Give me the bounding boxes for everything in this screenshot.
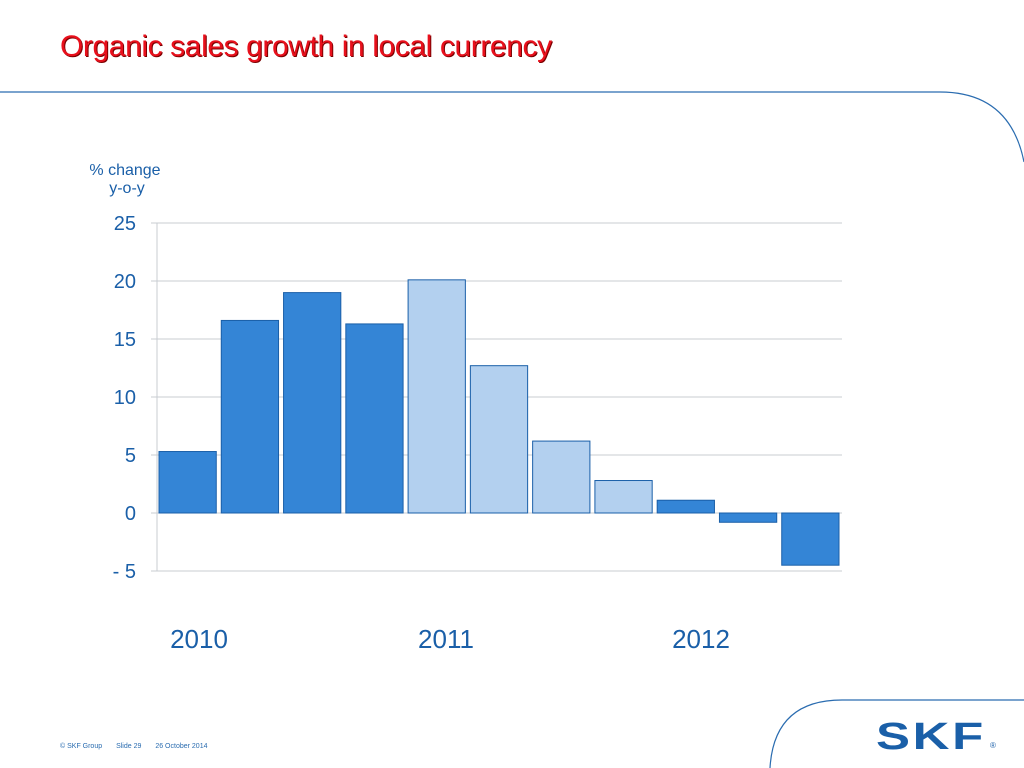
bar	[407, 279, 466, 514]
bar	[594, 480, 653, 514]
footer-slide-number: Slide 29	[116, 743, 142, 750]
registered-mark: ®	[990, 741, 996, 750]
slide-title: Organic sales growth in local currency	[60, 30, 552, 63]
footer-copyright: © SKF Group	[60, 743, 103, 750]
bar	[532, 440, 591, 514]
y-tick-label: 25	[114, 213, 136, 235]
bar	[158, 451, 217, 514]
bar	[656, 499, 715, 514]
bar	[718, 512, 778, 523]
y-tick-labels: 25 20 15 10 5 0 - 5	[113, 213, 136, 583]
bar	[345, 323, 404, 514]
y-tick-label: - 5	[113, 561, 136, 583]
y-tick-label: 20	[114, 271, 136, 293]
y-axis	[151, 222, 158, 572]
footer: © SKF Group Slide 29 26 October 2014	[60, 743, 219, 750]
header-curve-line	[0, 91, 1024, 163]
y-tick-label: 10	[114, 387, 136, 409]
y-tick-label: 0	[125, 503, 136, 525]
bars	[158, 279, 840, 566]
y-axis-title-line-2: y-o-y	[109, 180, 145, 197]
bar	[781, 512, 840, 566]
y-tick-label: 15	[114, 329, 136, 351]
year-label-2012: 2012	[672, 624, 730, 654]
footer-date: 26 October 2014	[155, 743, 208, 750]
footer-curve-line	[769, 699, 1024, 768]
year-label-2010: 2010	[170, 624, 228, 654]
bar	[283, 292, 342, 514]
skf-logo: SKF ®	[876, 719, 996, 753]
y-tick-label: 5	[125, 445, 136, 467]
year-labels: 2010 2011 2012	[170, 624, 730, 654]
y-axis-title-line-1: % change	[89, 162, 160, 179]
skf-logo-wordmark: SKF	[876, 719, 986, 753]
year-label-2011: 2011	[418, 624, 474, 654]
bar	[220, 319, 280, 514]
bar	[469, 365, 529, 514]
